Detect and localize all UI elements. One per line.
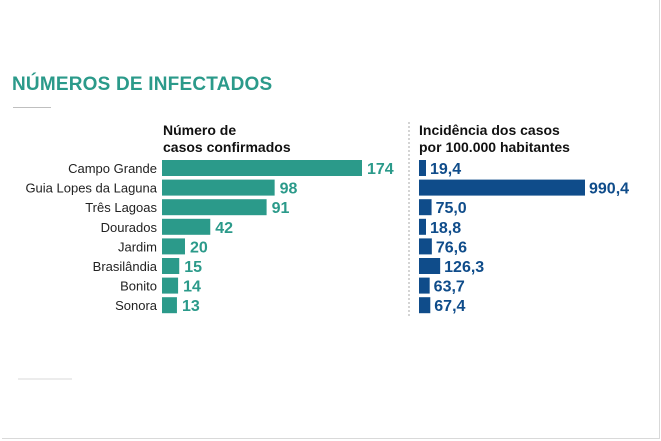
category-label: Dourados <box>101 220 158 235</box>
right-bar <box>419 218 426 235</box>
right-bar <box>419 238 432 255</box>
category-label: Sonora <box>115 298 158 313</box>
footer-rule <box>18 378 72 380</box>
left-bar <box>162 277 179 294</box>
left-bar <box>162 258 180 274</box>
left-heading-line-1: Número de <box>163 122 237 138</box>
right-value-label: 126,3 <box>444 259 484 276</box>
category-label: Bonito <box>120 279 157 294</box>
left-bar <box>162 179 275 196</box>
left-bar <box>162 218 211 235</box>
left-value-label: 13 <box>182 298 200 315</box>
category-label: Três Lagoas <box>85 200 157 215</box>
left-value-label: 14 <box>183 279 201 296</box>
left-value-label: 15 <box>184 259 202 276</box>
right-value-label: 75,0 <box>436 200 467 217</box>
right-bar <box>419 179 585 196</box>
right-bar <box>419 297 431 314</box>
left-value-label: 91 <box>272 200 290 217</box>
left-bar <box>162 160 362 176</box>
left-value-label: 174 <box>367 161 394 178</box>
left-heading-line-2: casos confirmados <box>163 139 291 155</box>
chart-title: NÚMEROS DE INFECTADOS <box>12 74 273 95</box>
right-bar <box>419 160 426 176</box>
left-bar <box>162 238 185 255</box>
right-value-label: 63,7 <box>434 279 465 296</box>
left-value-label: 98 <box>280 181 298 198</box>
right-panel-heading: Incidência dos casos por 100.000 habitan… <box>419 122 570 156</box>
left-value-label: 20 <box>190 239 208 256</box>
right-value-label: 18,8 <box>430 220 461 237</box>
right-value-label: 990,4 <box>589 181 629 198</box>
right-bar <box>419 258 441 274</box>
category-label: Brasilândia <box>93 259 158 274</box>
right-heading-line-1: Incidência dos casos <box>419 122 560 138</box>
right-value-label: 67,4 <box>434 298 465 315</box>
left-panel-heading: Número de casos confirmados <box>163 122 291 156</box>
left-bar <box>162 297 177 314</box>
category-label: Jardim <box>118 239 157 254</box>
right-bar <box>419 199 432 216</box>
category-label: Campo Grande <box>68 161 157 176</box>
right-value-label: 19,4 <box>430 161 461 178</box>
right-value-label: 76,6 <box>436 239 467 256</box>
left-value-label: 42 <box>215 220 233 237</box>
right-heading-line-2: por 100.000 habitantes <box>419 139 570 155</box>
category-label: Guia Lopes da Laguna <box>25 181 157 196</box>
title-underline <box>13 107 51 108</box>
left-bar <box>162 199 267 216</box>
right-bar <box>419 277 430 294</box>
